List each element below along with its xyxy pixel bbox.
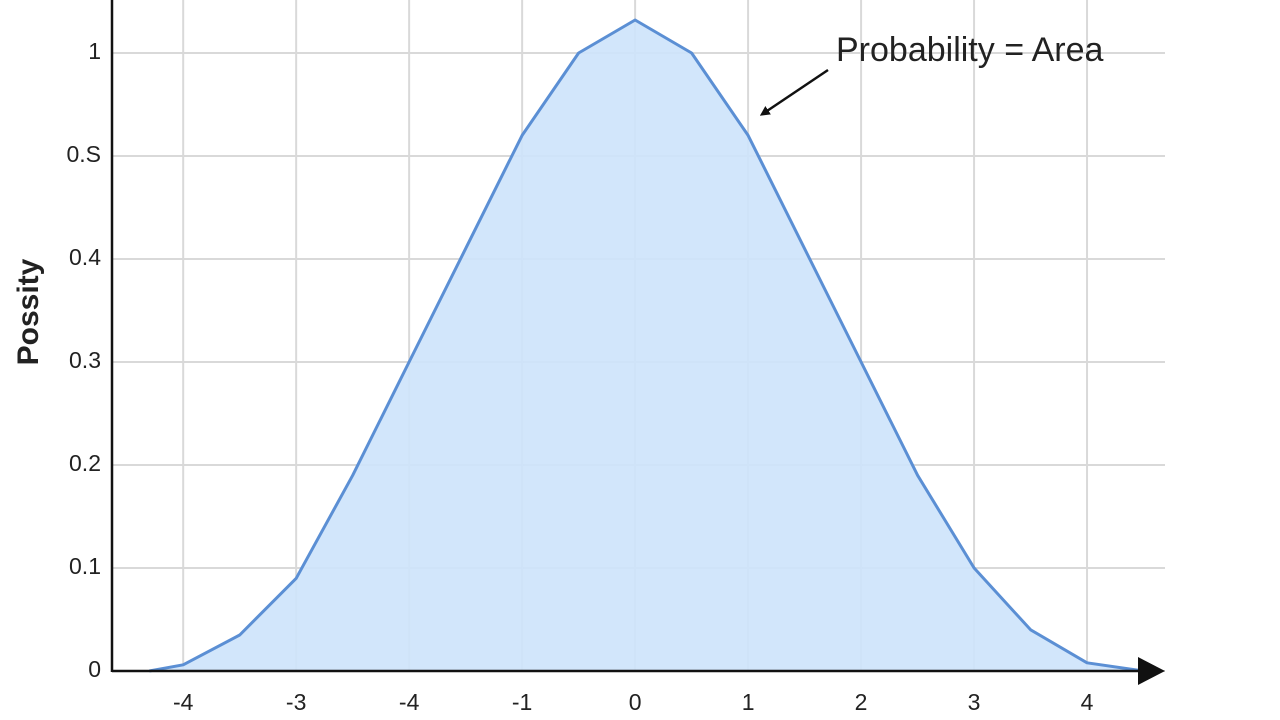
- x-tick-label: 1: [742, 689, 755, 715]
- annotation: Probability = Area: [836, 31, 1104, 69]
- plot: [149, 18, 1144, 673]
- x-tick-label: 4: [1081, 689, 1094, 715]
- x-tick-label: -3: [286, 689, 306, 715]
- y-tick-label: 0.4: [69, 244, 101, 270]
- y-tick-label: 0.1: [69, 553, 101, 579]
- tick-labels: 0 0.1 0.2 0.3 0.4 0.S 1 -4 -3 -4 -1 0 1 2 3 4: [66, 38, 1093, 715]
- x-axis-arrow: [1138, 657, 1165, 685]
- area-fill: [149, 20, 1144, 671]
- x-tick-label: -4: [173, 689, 194, 715]
- x-tick-label: -4: [399, 689, 420, 715]
- x-tick-label: 0: [629, 689, 642, 715]
- y-axis-label: Possity: [12, 258, 45, 365]
- annotation-arrow: [759, 68, 829, 116]
- curve: [149, 18, 1144, 673]
- y-tick-label: 0.S: [66, 141, 101, 167]
- y-tick-label: 0.3: [69, 347, 101, 373]
- x-tick-label: 2: [855, 689, 868, 715]
- y-tick-label: 0.2: [69, 450, 101, 476]
- x-tick-label: 3: [968, 689, 981, 715]
- x-tick-label: -1: [512, 689, 532, 715]
- y-tick-label: 0: [88, 656, 101, 682]
- y-tick-label: 1: [88, 38, 101, 64]
